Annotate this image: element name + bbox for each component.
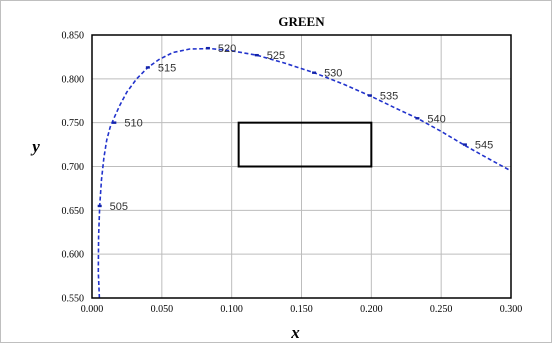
y-axis-label: y [30, 137, 40, 156]
wavelength-marker [145, 66, 150, 69]
y-tick-label: 0.550 [62, 294, 85, 305]
y-tick-label: 0.750 [62, 118, 85, 129]
x-tick-label: 0.250 [430, 304, 453, 315]
wavelength-marker [367, 94, 372, 97]
y-tick-label: 0.650 [62, 206, 85, 217]
plot-area-border [91, 34, 512, 299]
wavelength-marker [312, 71, 317, 74]
x-tick-label: 0.050 [151, 304, 174, 315]
wavelength-marker [205, 46, 210, 50]
x-tick-label: 0.100 [220, 304, 243, 315]
wavelength-label: 510 [124, 118, 142, 130]
y-tick-label: 0.800 [62, 74, 85, 85]
wavelength-marker [254, 53, 259, 57]
wavelength-label: 540 [427, 113, 445, 125]
wavelength-label: 515 [158, 62, 176, 74]
y-tick-label: 0.600 [62, 250, 85, 261]
x-tick-label: 0.150 [290, 304, 313, 315]
wavelength-points: 505 510 515 520 525 530 535 540 545 [97, 43, 493, 213]
wavelength-marker [112, 121, 117, 124]
wavelength-marker [462, 143, 467, 146]
x-tick-label: 0.200 [360, 304, 383, 315]
wavelength-label: 545 [475, 140, 493, 152]
wavelength-marker [97, 204, 102, 208]
x-tick-label: 0.300 [500, 304, 523, 315]
wavelength-label: 530 [324, 68, 342, 80]
y-tick-label: 0.700 [62, 162, 85, 173]
wavelength-label: 525 [267, 50, 285, 62]
y-tick-label: 0.850 [62, 31, 85, 42]
chart-title: GREEN [278, 14, 325, 29]
wavelength-label: 535 [380, 90, 398, 102]
x-tick-labels: 0.000 0.050 0.100 0.150 0.200 0.250 0.300 [81, 304, 523, 315]
series-layer [97, 47, 512, 299]
wavelength-label: 520 [218, 43, 236, 55]
region-rectangle [237, 121, 373, 168]
wavelength-marker [415, 117, 420, 120]
wavelength-label: 505 [110, 201, 128, 213]
x-tick-label: 0.000 [81, 304, 104, 315]
y-tick-labels: 0.550 0.600 0.650 0.700 0.750 0.800 0.850 [62, 31, 85, 305]
series-line [97, 47, 512, 299]
x-axis-label: x [290, 323, 300, 342]
